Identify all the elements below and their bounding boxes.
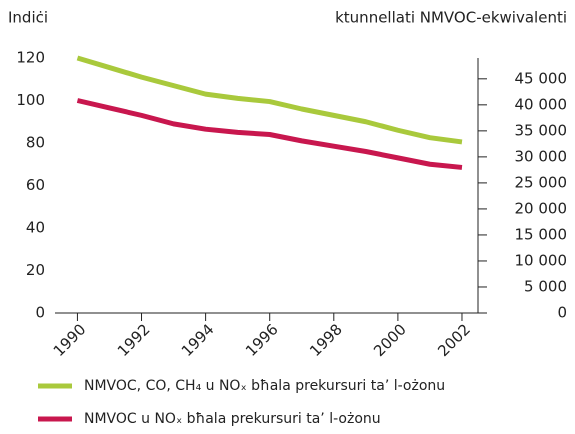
y-axis-label: Indiċi [8, 9, 48, 27]
y2-tick-label: 30 000 [515, 147, 568, 165]
y-tick-label: 100 [16, 91, 45, 109]
y-tick-label: 60 [26, 176, 45, 194]
y2-tick-label: 45 000 [515, 69, 568, 87]
x-tick-label: 2000 [370, 320, 410, 360]
y2-tick-label: 35 000 [515, 121, 568, 139]
y2-tick-label: 20 000 [515, 199, 568, 217]
y2-tick-label: 40 000 [515, 95, 568, 113]
y-tick-label: 40 [26, 219, 45, 237]
y2-tick-label: 25 000 [515, 173, 568, 191]
y2-tick-label: 0 [557, 304, 567, 322]
y2-axis-label: ktunnellati NMVOC-ekwivalenti [335, 9, 567, 27]
x-tick-label: 1994 [178, 320, 218, 360]
x-tick-label: 1992 [114, 320, 154, 360]
x-tick-label: 1996 [242, 320, 282, 360]
legend-label: NMVOC u NOₓ bħala prekursuri ta’ l-ożonu [84, 411, 381, 427]
y2-tick-label: 10 000 [515, 251, 568, 269]
legend-label: NMVOC, CO, CH₄ u NOₓ bħala prekursuri ta… [84, 378, 445, 394]
series-line [76, 55, 463, 145]
series-line [76, 98, 463, 170]
y-tick-label: 120 [16, 49, 45, 67]
y-tick-label: 80 [26, 134, 45, 152]
y-tick-label: 20 [26, 261, 45, 279]
y-tick-label: 0 [35, 304, 45, 322]
x-tick-label: 1990 [50, 320, 90, 360]
y2-tick-label: 15 000 [515, 225, 568, 243]
y2-tick-label: 5 000 [524, 277, 567, 295]
x-tick-label: 1998 [306, 320, 346, 360]
x-tick-label: 2002 [434, 320, 474, 360]
